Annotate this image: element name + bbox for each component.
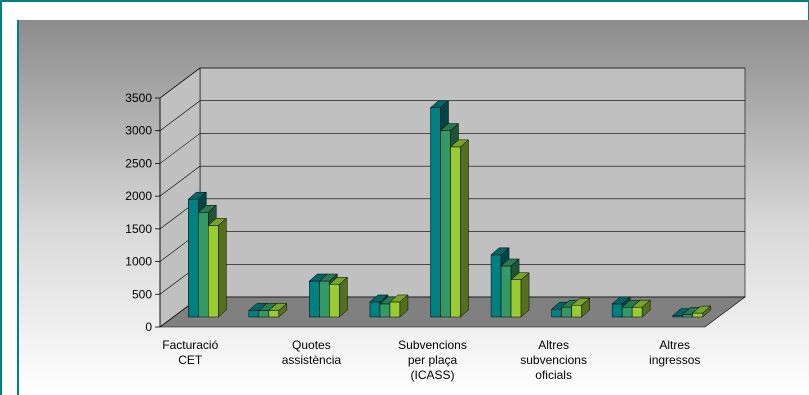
y-tick-label: 0 — [145, 320, 152, 334]
bar-front — [631, 306, 643, 318]
x-tick-label-line: (ICASS) — [410, 368, 454, 382]
bar-front — [369, 301, 381, 318]
grid-line — [159, 100, 201, 131]
bar-front — [319, 280, 330, 318]
plot: 0 500 1000 1500 2000 2500 3000 3500 Facturació CE… — [125, 67, 745, 382]
bar-side — [218, 217, 227, 318]
x-tick-label-line: ingressos — [649, 353, 700, 367]
bar-front — [248, 310, 260, 318]
bar — [207, 217, 227, 318]
x-tick-label-line: Quotes — [292, 338, 331, 352]
bar-front — [389, 301, 401, 318]
x-tick-label-line: subvencions — [520, 353, 587, 367]
bar-side — [339, 276, 348, 318]
bar-front — [268, 310, 280, 318]
y-tick-label: 3000 — [125, 124, 152, 138]
y-tick-label: 1000 — [125, 255, 152, 269]
bar-front — [692, 312, 703, 318]
bar-front — [309, 280, 320, 318]
x-tick-label-line: assistència — [282, 353, 342, 367]
bar-side — [278, 302, 288, 318]
bar-front — [379, 303, 391, 318]
bar-front — [208, 225, 219, 318]
bar-front — [430, 107, 441, 318]
bar — [631, 299, 651, 318]
bar — [692, 305, 712, 318]
y-tick-label: 2500 — [125, 156, 152, 170]
bar-front — [329, 284, 340, 318]
bar-front — [188, 198, 199, 318]
x-tick-label-line: per plaça — [408, 353, 458, 367]
bar-front — [510, 279, 522, 318]
bar-side — [702, 305, 711, 318]
bar-front — [490, 254, 502, 318]
bar — [389, 294, 409, 318]
bar-front — [682, 314, 693, 318]
y-tick-label: 1500 — [125, 222, 152, 236]
bar-front — [611, 303, 623, 318]
x-tick-label: Facturació CET — [162, 338, 218, 367]
bar — [328, 276, 349, 318]
bar — [510, 272, 530, 318]
grid-line — [159, 165, 201, 197]
bar-side — [460, 139, 469, 318]
bar-side — [581, 297, 590, 318]
bar-front — [561, 306, 572, 318]
bar-side — [641, 299, 651, 318]
x-tick-label-line: Altres — [659, 338, 690, 352]
x-tick-label: Subvencions per plaça (ICASS) — [398, 338, 467, 382]
bar-front — [551, 308, 562, 318]
bar-front — [621, 306, 633, 318]
grid-line — [159, 67, 201, 99]
bar-side — [399, 294, 409, 318]
x-tick-label-line: Facturació — [162, 338, 218, 352]
bar-front — [440, 130, 451, 318]
bar-front — [500, 265, 512, 318]
bar — [449, 139, 470, 318]
bar-front — [450, 146, 461, 318]
bar-front — [571, 304, 582, 318]
x-tick-label-line: oficials — [535, 368, 572, 382]
y-tick-label: 500 — [132, 287, 152, 301]
bar-front — [198, 212, 209, 318]
bar-front — [258, 310, 270, 318]
bar-side — [520, 272, 530, 318]
x-tick-label: Altres subvencions oficials — [520, 338, 587, 382]
x-tick-label: Quotes assistència — [282, 338, 342, 367]
back-wall — [199, 67, 746, 298]
x-tick-label-line: Subvencions — [398, 338, 467, 352]
grid-line — [159, 133, 201, 164]
y-tick-label: 3500 — [125, 91, 152, 105]
bar — [570, 297, 591, 318]
y-tick-label: 2000 — [125, 189, 152, 203]
bar — [268, 302, 288, 318]
x-tick-label-line: CET — [178, 353, 203, 367]
x-tick-label-line: Altres — [538, 338, 569, 352]
x-tick-label: Altres ingressos — [649, 338, 700, 367]
